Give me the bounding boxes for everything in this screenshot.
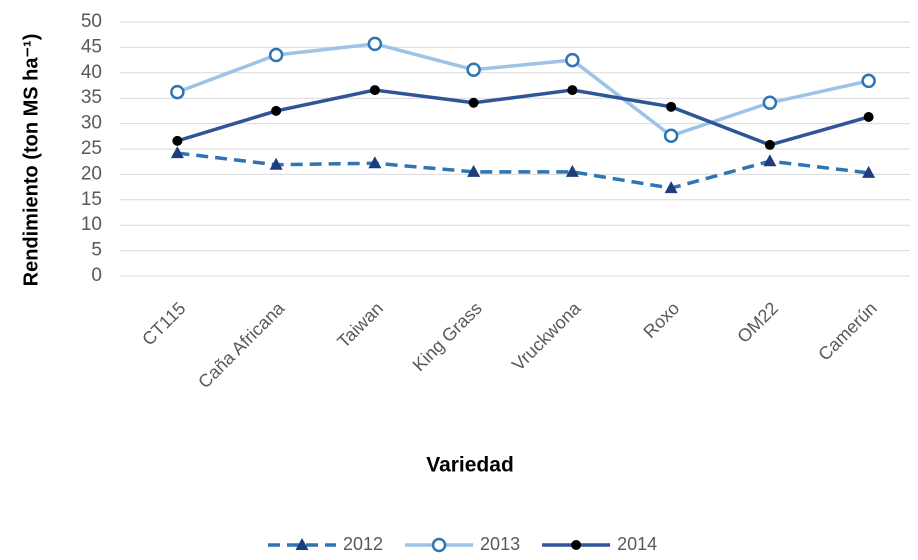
point (368, 156, 382, 169)
y-tick-label: 20 (81, 163, 102, 184)
x-tick-label: Vruckwona (508, 297, 585, 374)
point (367, 36, 383, 52)
point (664, 181, 678, 194)
point (861, 73, 876, 89)
point (269, 157, 283, 170)
x-tick-label: King Grass (409, 298, 486, 375)
y-tick-label: 45 (81, 36, 102, 57)
series-line (177, 151, 869, 190)
legend-label: 2012 (343, 534, 383, 554)
series-line (176, 88, 870, 147)
point (666, 101, 677, 112)
y-tick-label: 0 (91, 265, 102, 286)
y-tick-label: 5 (91, 240, 102, 261)
point (567, 85, 578, 96)
point (467, 164, 481, 177)
y-tick-label: 15 (81, 189, 102, 210)
point (762, 95, 778, 111)
point (468, 97, 479, 108)
point (764, 139, 775, 150)
point (863, 111, 874, 122)
point (170, 146, 184, 159)
legend-label: 2014 (617, 534, 657, 554)
legend-label: 2013 (480, 534, 520, 554)
x-axis-title: Variedad (426, 454, 514, 477)
series-line (176, 42, 870, 138)
point (466, 62, 481, 78)
y-tick-label: 35 (81, 87, 102, 108)
legend-marker (295, 538, 309, 550)
legend-marker (571, 540, 582, 550)
point (369, 85, 380, 96)
y-tick-label: 50 (81, 11, 102, 32)
y-tick-label: 30 (81, 113, 102, 134)
y-tick-label: 10 (81, 214, 102, 235)
legend-marker (431, 537, 447, 553)
y-tick-label: 25 (81, 138, 102, 159)
point (170, 84, 185, 100)
point (763, 154, 777, 167)
point (565, 164, 579, 177)
point (862, 165, 876, 178)
x-tick-label: Camerún (814, 298, 880, 364)
x-tick-label: OM22 (733, 298, 782, 347)
point (268, 47, 284, 63)
y-axis-title: Rendimiento (ton MS ha⁻¹) (20, 34, 42, 287)
x-tick-label: Taiwan (333, 298, 387, 352)
point (663, 128, 679, 144)
x-tick-label: Caña Africana (194, 297, 289, 392)
x-tick-label: CT115 (138, 298, 189, 349)
point (271, 105, 282, 116)
point (172, 135, 183, 146)
y-tick-label: 40 (81, 62, 102, 83)
point (565, 52, 580, 68)
x-tick-label: Roxo (639, 298, 683, 342)
